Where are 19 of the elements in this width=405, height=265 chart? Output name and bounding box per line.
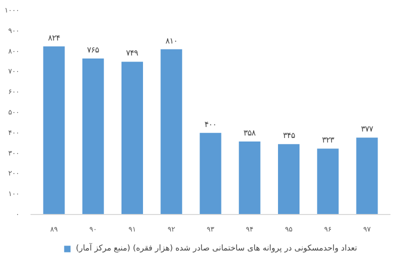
data-label: ۳۷۷	[361, 124, 374, 134]
bar	[200, 132, 222, 214]
data-label: ۳۴۵	[282, 131, 295, 140]
bar	[160, 49, 182, 214]
data-label: ۳۲۳	[322, 136, 335, 145]
data-label: ۷۴۹	[126, 48, 138, 58]
bar	[121, 62, 143, 214]
data-label: ۴۰۰	[204, 120, 216, 129]
data-label: ۸۲۴	[48, 33, 60, 42]
bar	[238, 141, 260, 214]
bar	[43, 46, 65, 214]
bar	[278, 144, 300, 214]
bar	[82, 58, 104, 214]
bar	[356, 138, 378, 214]
data-label: ۳۵۸	[244, 128, 257, 138]
data-label: ۷۶۵	[87, 45, 100, 54]
data-label: ۸۱۰	[165, 36, 178, 46]
legend-label: تعداد واحدمسکونی در پروانه های ساختمانی صادر شده (هزار فقره) (منبع مرکز آمار)	[76, 244, 358, 252]
bar	[317, 148, 339, 214]
